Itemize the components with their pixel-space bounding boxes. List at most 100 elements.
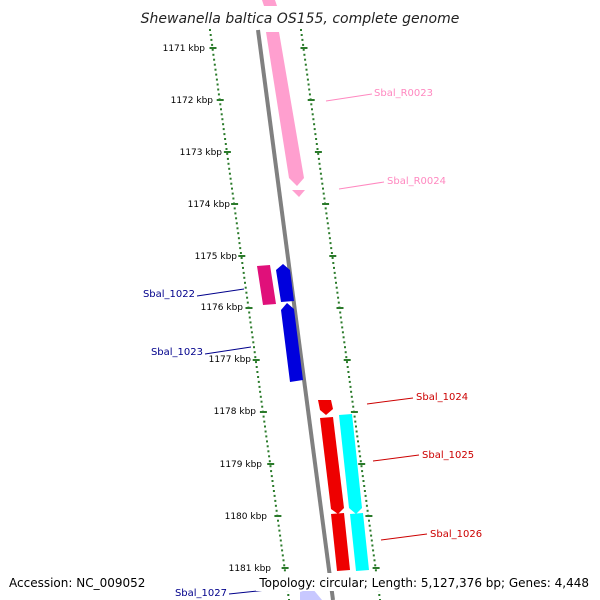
right-tick-track-dot bbox=[337, 301, 340, 304]
left-tick-track-dot bbox=[234, 212, 237, 215]
genome-summary-text: Topology: circular; Length: 5,127,376 bp… bbox=[258, 576, 589, 590]
kbp-label: 1174 kbp bbox=[188, 200, 231, 210]
left-tick-track-dot bbox=[249, 321, 252, 324]
left-tick-track-dot bbox=[240, 257, 243, 259]
right-tick-track-dot bbox=[302, 48, 305, 51]
right-tick-track-dot bbox=[330, 252, 333, 254]
right-tick-track-dot bbox=[355, 430, 358, 433]
left-tick-track-dot bbox=[260, 400, 263, 403]
trna-feature-top bbox=[262, 0, 277, 6]
left-tick-track-dot bbox=[244, 286, 247, 289]
left-tick-track-dot bbox=[279, 539, 282, 542]
right-tick-track-dot bbox=[306, 73, 309, 76]
right-tick-track-dot bbox=[321, 182, 324, 185]
gene-label-sbal-1026: Sbal_1026 bbox=[430, 529, 482, 540]
right-tick-track-dot bbox=[365, 499, 368, 502]
left-tick-track-dot bbox=[277, 519, 279, 522]
left-tick-track-dot bbox=[258, 385, 261, 388]
left-tick-track-dot bbox=[231, 192, 234, 195]
left-tick-track-dot bbox=[255, 366, 258, 368]
right-tick-track-dot bbox=[332, 262, 335, 264]
left-tick-track-dot bbox=[253, 346, 255, 349]
right-tick-track-dot bbox=[323, 197, 326, 200]
right-tick-track-dot bbox=[337, 296, 340, 299]
right-tick-track-dot bbox=[343, 341, 346, 344]
left-tick-track-dot bbox=[222, 128, 225, 131]
leader-line bbox=[325, 93, 373, 102]
right-tick-track-dot bbox=[359, 455, 362, 458]
left-tick-track-dot bbox=[266, 440, 268, 443]
right-tick-track-dot bbox=[312, 118, 315, 121]
right-tick-track-dot bbox=[303, 53, 306, 56]
right-tick-track-dot bbox=[340, 321, 343, 324]
left-tick-track-dot bbox=[274, 504, 277, 507]
right-tick-track-dot bbox=[311, 108, 313, 111]
leader-line bbox=[196, 288, 245, 297]
right-tick-track-dot bbox=[334, 276, 337, 279]
right-tick-track-dot bbox=[341, 331, 344, 334]
right-tick-track-dot bbox=[344, 351, 347, 354]
left-tick-track-dot bbox=[241, 262, 244, 264]
left-tick-track-dot bbox=[266, 445, 269, 448]
left-tick-track-dot bbox=[248, 316, 251, 319]
left-tick-track-dot bbox=[275, 509, 278, 512]
left-tick-track-dot bbox=[213, 58, 216, 61]
left-tick-track-dot bbox=[210, 38, 213, 41]
left-tick-track-dot bbox=[259, 390, 262, 393]
left-tick-track-dot bbox=[227, 162, 230, 165]
left-tick-track-dot bbox=[265, 435, 268, 438]
right-tick-track-dot bbox=[352, 405, 355, 408]
right-tick-track-dot bbox=[339, 316, 342, 319]
right-tick-track-dot bbox=[304, 58, 307, 61]
leader-line bbox=[366, 397, 414, 405]
right-tick-track-dot bbox=[348, 380, 351, 383]
left-tick-track-dot bbox=[217, 88, 220, 91]
gene-label-sbal-1024: Sbal_1024 bbox=[416, 392, 468, 403]
left-tick-track-dot bbox=[237, 232, 240, 235]
right-tick-track-dot bbox=[325, 212, 328, 215]
right-tick-track-dot bbox=[372, 554, 375, 557]
gene-feature-sbal-1026-a bbox=[339, 414, 362, 514]
genome-backbone bbox=[256, 29, 335, 600]
right-tick-track-dot bbox=[318, 162, 321, 165]
left-tick-track-dot bbox=[209, 34, 212, 36]
left-tick-track-dot bbox=[209, 29, 211, 31]
right-tick-track-dot bbox=[361, 470, 364, 473]
footer-summary-bg bbox=[256, 573, 592, 591]
left-tick-track-dot bbox=[271, 480, 274, 482]
left-tick-track-dot bbox=[243, 276, 246, 279]
gene-features bbox=[257, 0, 369, 600]
right-tick-track-dot bbox=[342, 336, 345, 339]
right-tick-track-dot bbox=[328, 237, 331, 240]
left-tick-track-dot bbox=[246, 301, 249, 304]
left-tick-track-dot bbox=[250, 326, 253, 329]
left-tick-track-dot bbox=[212, 53, 215, 56]
right-tick-track-dot bbox=[319, 172, 322, 175]
left-tick-track-dot bbox=[283, 564, 286, 567]
left-tick-track-dot bbox=[222, 123, 225, 126]
right-tick-track-dot bbox=[358, 450, 361, 453]
right-tick-track-dot bbox=[366, 509, 369, 512]
left-tick-track-dot bbox=[229, 177, 232, 180]
right-tick-track-dot bbox=[372, 549, 375, 552]
right-tick-track-dot bbox=[326, 222, 329, 225]
left-tick-track-dot bbox=[268, 460, 271, 463]
left-tick-track-dot bbox=[255, 361, 257, 364]
right-tick-track-dot bbox=[301, 38, 304, 41]
left-tick-track-dot bbox=[268, 455, 271, 458]
left-tick-track-dot bbox=[233, 207, 236, 210]
right-tick-track-dot bbox=[346, 366, 349, 368]
right-tick-track-dot bbox=[368, 524, 371, 527]
left-tick-track-dot bbox=[267, 450, 270, 453]
left-tick-track-dot bbox=[282, 559, 285, 562]
left-tick-track-dot bbox=[213, 63, 216, 66]
right-tick-track-dot bbox=[311, 113, 314, 116]
left-tick-track-dot bbox=[242, 271, 245, 274]
right-tick-track-dot bbox=[333, 266, 335, 269]
right-tick-track-dot bbox=[361, 475, 364, 478]
gene-feature-sbal-1023-a bbox=[276, 264, 294, 302]
left-tick-track-dot bbox=[244, 281, 246, 284]
left-tick-track-dot bbox=[281, 549, 284, 552]
genome-title: Shewanella baltica OS155, complete genom… bbox=[141, 11, 460, 27]
left-tick-track-dot bbox=[245, 291, 248, 294]
